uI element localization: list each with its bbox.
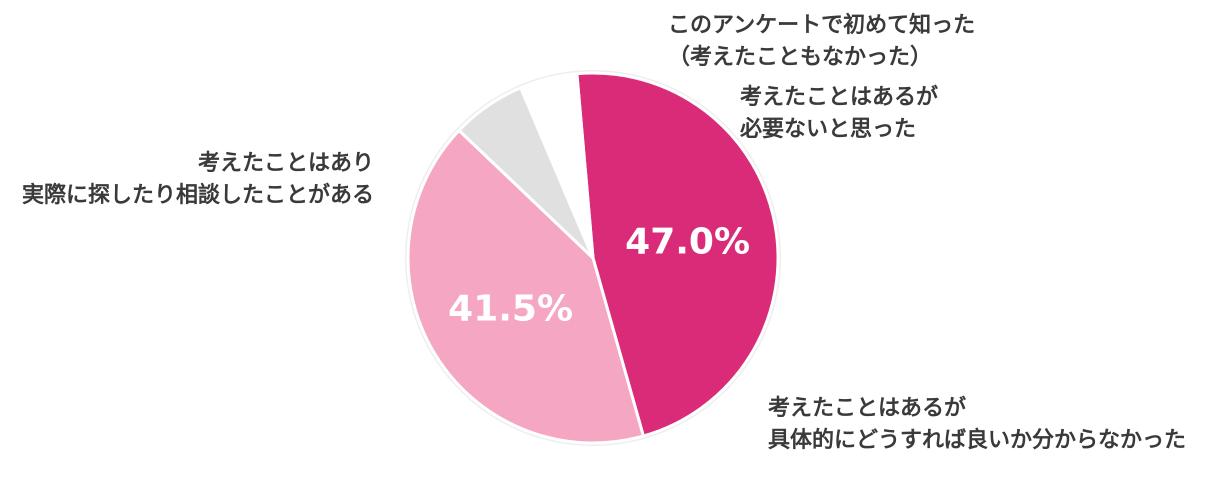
pie-slice-1	[406, 128, 645, 445]
slice-label-first-time-line1: このアンケートで初めて知った	[668, 13, 976, 38]
slice-label-41: 考えたことはあり 実際に探したり相談したことがある	[22, 148, 374, 212]
slice-label-47: 考えたことはあるが 具体的にどうすれば良いか分からなかった	[768, 393, 1186, 457]
slice-label-not-needed-line1: 考えたことはあるが	[740, 85, 939, 110]
slice-label-47-line2: 具体的にどうすれば良いか分からなかった	[768, 428, 1187, 453]
slice-label-first-time-line2: （考えたこともなかった）	[668, 45, 933, 70]
slice-label-41-line2: 実際に探したり相談したことがある	[21, 183, 374, 208]
pie-slice-3	[519, 72, 595, 260]
pie-value-label-0: 47.0%	[625, 222, 750, 263]
slice-label-47-line1: 考えたことはあるが	[768, 396, 967, 421]
slice-label-not-needed: 考えたことはあるが 必要ないと思った	[740, 82, 938, 146]
pie-value-label-1: 41.5%	[448, 289, 573, 330]
pie-slice-0	[575, 71, 780, 438]
slice-label-first-time: このアンケートで初めて知った （考えたこともなかった）	[668, 10, 975, 74]
slice-label-not-needed-line2: 必要ないと思った	[740, 117, 917, 142]
slice-label-41-line1: 考えたことはあり	[197, 151, 374, 176]
